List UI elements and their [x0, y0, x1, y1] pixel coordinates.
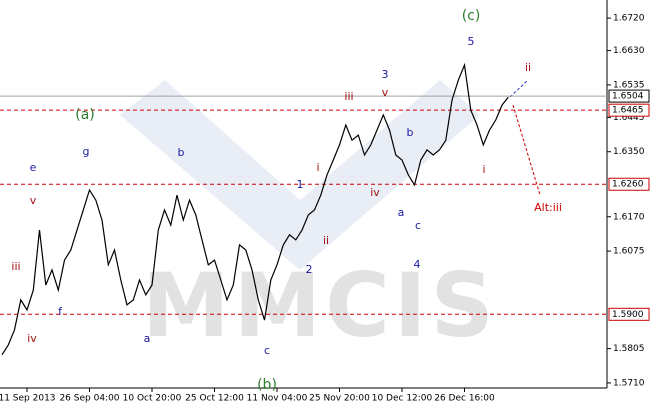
- y-tick-label: 1.6075: [613, 247, 645, 257]
- x-tick-label: 26 Sep 04:00: [59, 394, 119, 404]
- price-line: [1, 62, 509, 356]
- wave-label: i: [482, 163, 485, 176]
- wave-label: iv: [370, 186, 380, 199]
- y-tick-label: 1.5805: [613, 344, 645, 354]
- y-tick-label: 1.6350: [613, 147, 645, 157]
- wave-label: iv: [27, 332, 37, 345]
- wave-label: (a): [75, 107, 95, 123]
- wave-label: ii: [525, 61, 531, 74]
- x-tick-label: 11 Sep 2013: [0, 394, 56, 404]
- x-tick-label: 10 Dec 12:00: [372, 394, 433, 404]
- level-label: 1.6260: [612, 180, 644, 190]
- x-tick-label: 25 Nov 20:00: [309, 394, 370, 404]
- wave-label: i: [316, 161, 319, 174]
- y-tick-label: 1.6630: [613, 46, 645, 56]
- level-box: [608, 307, 650, 321]
- wave-label: Alt:iii: [534, 201, 562, 214]
- x-tick-label: 25 Oct 12:00: [185, 394, 244, 404]
- wave-label: v: [30, 194, 37, 207]
- x-tick-label: 11 Nov 04:00: [247, 394, 308, 404]
- watermark-text: MMCIS: [142, 254, 498, 357]
- wave-label: c: [415, 219, 421, 232]
- wave-label: iii: [11, 260, 20, 273]
- wave-label: 4: [414, 258, 421, 271]
- wave-label: a: [144, 332, 151, 345]
- y-tick-label: 1.6535: [613, 80, 645, 90]
- wave-label: b: [178, 146, 185, 159]
- x-tick-label: 26 Dec 16:00: [434, 394, 495, 404]
- price-box: [608, 89, 650, 103]
- watermark-logo: [120, 80, 480, 270]
- wave-label: e: [30, 161, 37, 174]
- level-label: 1.5900: [612, 310, 644, 320]
- y-tick-label: 1.5710: [613, 378, 645, 388]
- wave-label: f: [58, 305, 63, 318]
- wave-label: (b): [257, 377, 277, 393]
- wave-label: ii: [323, 234, 329, 247]
- level-box: [608, 177, 650, 191]
- wave-label: 5: [468, 35, 475, 48]
- current-price-label: 1.6504: [612, 92, 644, 102]
- y-tick-label: 1.6720: [613, 14, 645, 24]
- y-tick-label: 1.6445: [613, 113, 645, 123]
- level-box: [608, 103, 650, 117]
- level-label: 1.6465: [612, 106, 644, 116]
- wave-label: b: [407, 126, 414, 139]
- wave-label: (c): [462, 8, 481, 24]
- wave-label: 3: [382, 68, 389, 81]
- x-tick-label: 10 Oct 20:00: [123, 394, 182, 404]
- wave-label: a: [398, 206, 405, 219]
- projection-arrow: [509, 79, 529, 98]
- wave-label: 1: [297, 178, 304, 191]
- alt-projection-arrow: [512, 104, 541, 196]
- wave-label: 2: [306, 263, 313, 276]
- y-tick-label: 1.6170: [613, 212, 645, 222]
- wave-label: g: [83, 145, 90, 158]
- watermark-group: MMCIS: [120, 80, 498, 357]
- wave-label: v: [382, 86, 389, 99]
- wave-label: iii: [344, 90, 353, 103]
- wave-label: c: [264, 344, 270, 357]
